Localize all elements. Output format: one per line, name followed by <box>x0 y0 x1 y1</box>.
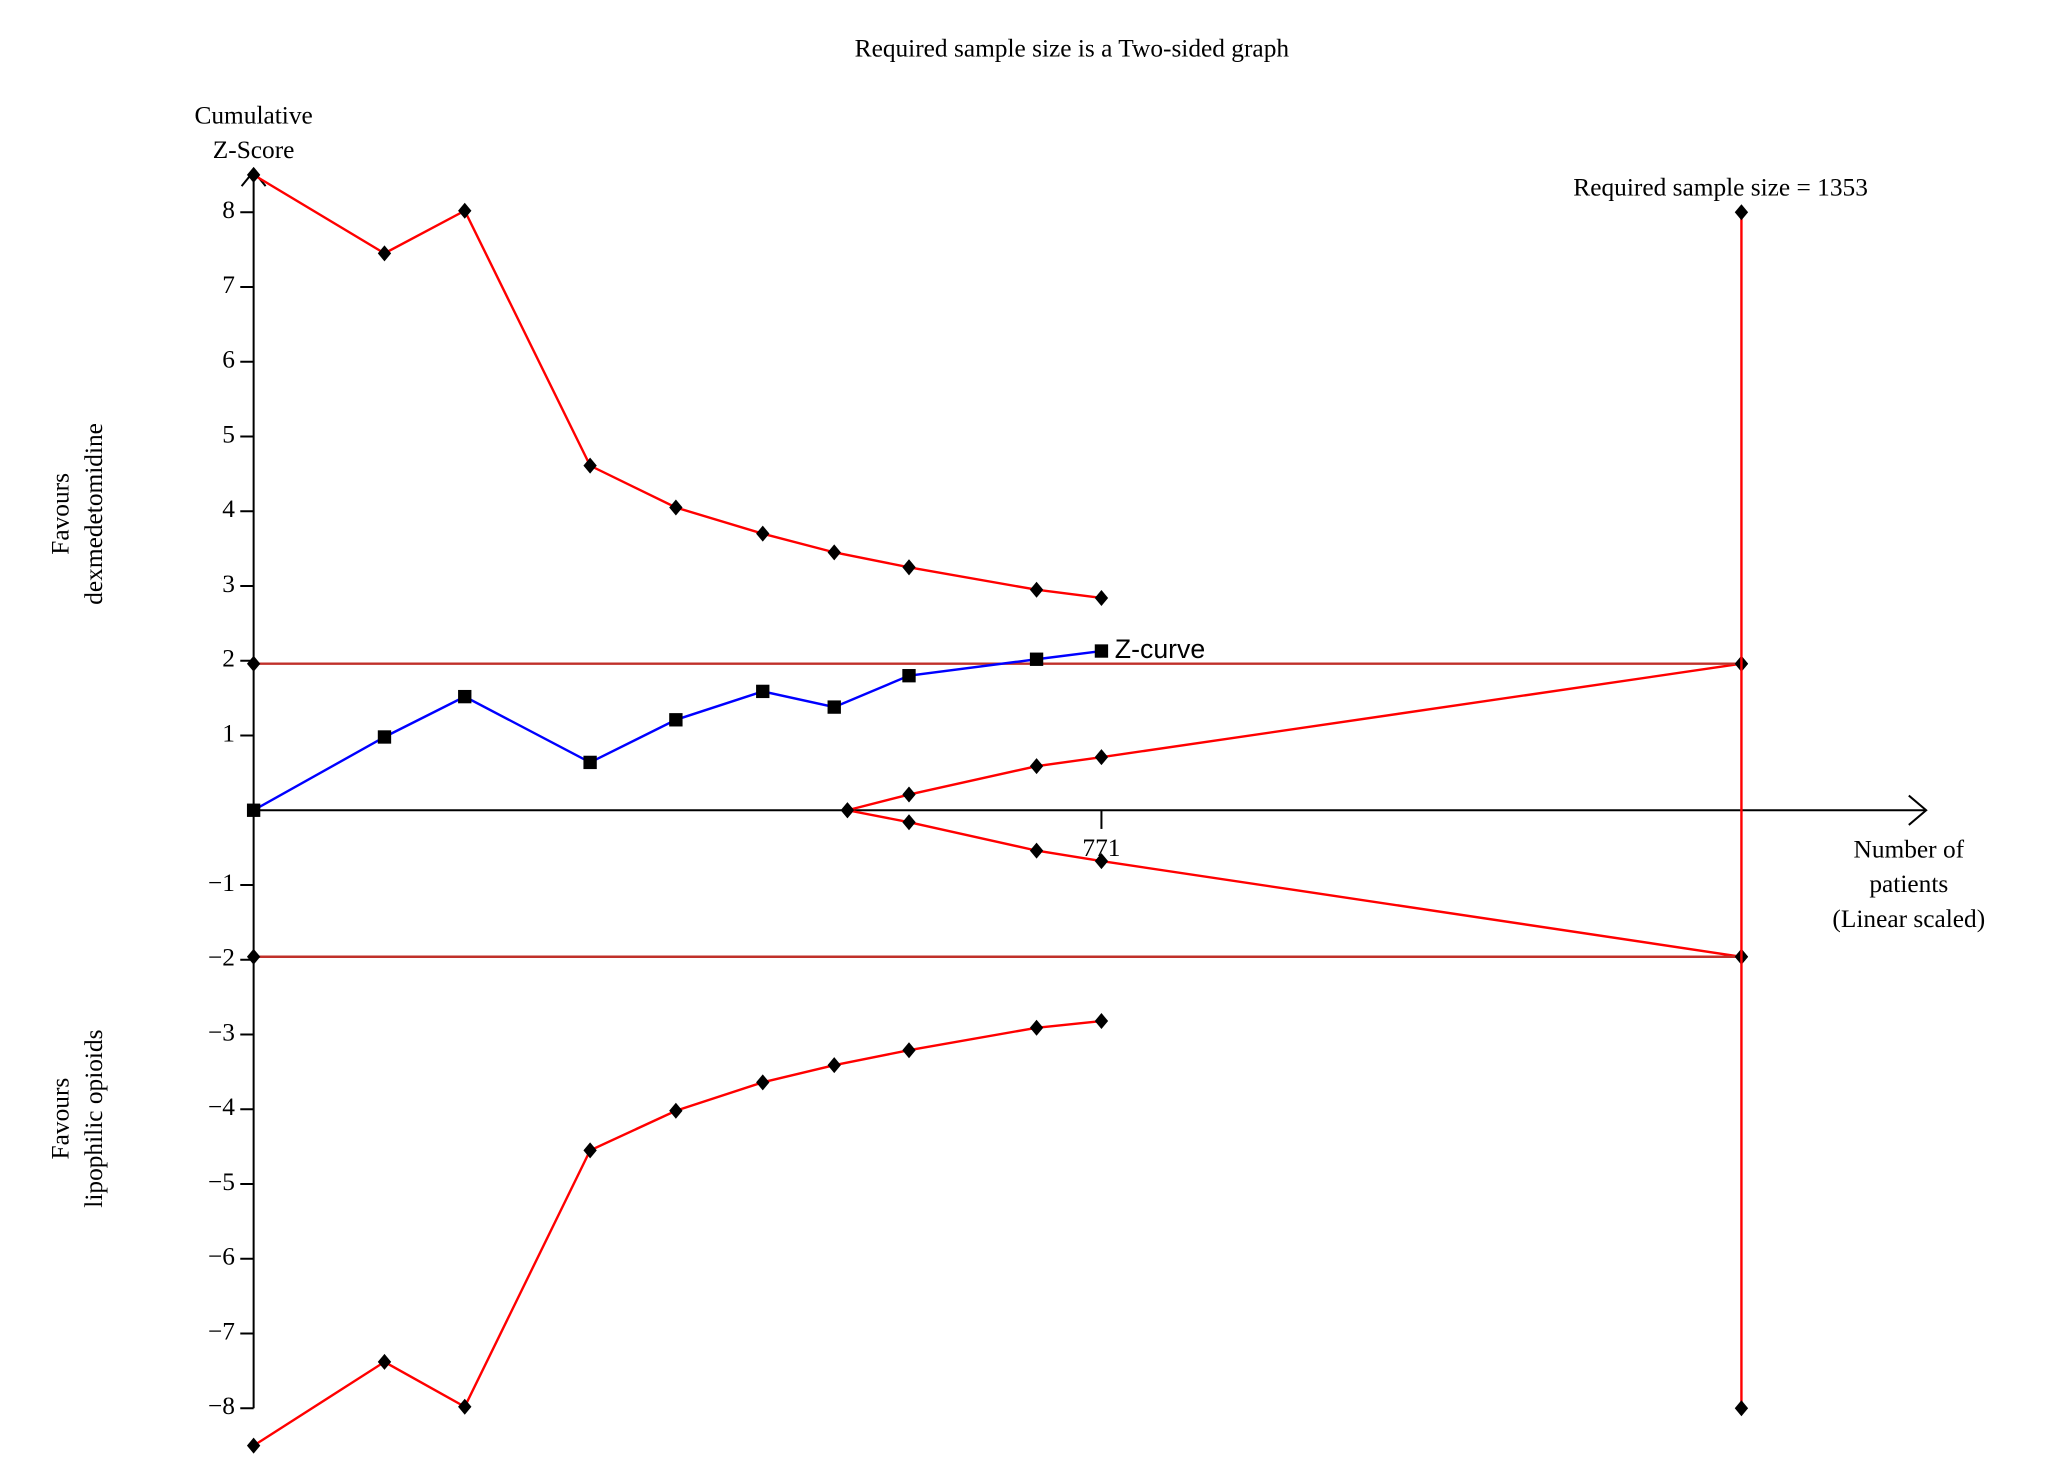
point <box>1094 1013 1109 1030</box>
y-tick-label: −2 <box>208 944 235 972</box>
point <box>756 684 770 699</box>
point <box>246 948 261 965</box>
y-tick-label: 1 <box>222 719 235 747</box>
y-tick-label: −4 <box>208 1093 235 1121</box>
point <box>583 1142 597 1159</box>
point <box>583 755 597 770</box>
point <box>1029 581 1044 598</box>
series-line <box>253 173 1102 600</box>
point <box>1094 749 1109 766</box>
chart-title: Required sample size is a Two-sided grap… <box>855 35 1290 63</box>
series-line <box>253 649 1102 812</box>
x-axis-label: patients <box>1869 870 1948 898</box>
favours-label: lipophilic opioids <box>80 1029 108 1207</box>
point <box>246 166 261 183</box>
point <box>827 1057 841 1074</box>
point <box>1029 652 1044 666</box>
x-axis-label: (Linear scaled) <box>1832 905 1985 933</box>
point <box>669 499 683 516</box>
y-tick-label: 2 <box>222 645 235 673</box>
y-tick-label: 6 <box>222 346 235 374</box>
y-axis-label: Cumulative <box>194 101 312 129</box>
point <box>669 1102 683 1119</box>
y-tick-label: −5 <box>208 1168 235 1196</box>
y-tick-label: −7 <box>208 1317 235 1345</box>
series-label: Z-curve <box>1115 634 1205 664</box>
point <box>246 803 261 817</box>
y-axis-label: Z-Score <box>213 136 295 164</box>
point <box>458 689 472 704</box>
point <box>377 245 392 262</box>
point <box>902 559 916 576</box>
point <box>458 202 472 219</box>
point <box>1734 204 1749 221</box>
y-tick-label: 5 <box>222 420 235 448</box>
point <box>902 669 916 683</box>
y-tick-label: −8 <box>208 1392 235 1420</box>
y-tick-label: 8 <box>222 196 235 224</box>
y-tick-label: 7 <box>222 271 235 299</box>
point <box>756 1074 770 1091</box>
y-tick-label: 3 <box>222 570 235 598</box>
point <box>458 1398 472 1415</box>
series-line <box>847 662 1742 812</box>
y-tick-label: −3 <box>208 1018 235 1046</box>
point <box>669 713 683 727</box>
point <box>1029 758 1044 775</box>
x-axis-arrow <box>1908 794 1928 826</box>
y-tick-label: −6 <box>208 1243 235 1271</box>
point <box>1734 1400 1749 1417</box>
favours-label: Favours <box>47 1078 75 1160</box>
point <box>1029 1019 1044 1036</box>
point <box>1029 842 1044 859</box>
favours-label: Favours <box>47 473 75 555</box>
point <box>1094 589 1109 606</box>
y-tick-label: 4 <box>222 495 235 523</box>
point <box>1094 853 1109 870</box>
point <box>840 802 855 819</box>
point <box>246 1437 261 1454</box>
point <box>377 1353 392 1370</box>
point <box>583 457 597 474</box>
point <box>902 1042 916 1059</box>
point <box>377 730 392 744</box>
point <box>827 700 841 714</box>
x-axis-label: Number of <box>1854 835 1965 863</box>
point <box>827 544 841 561</box>
point <box>246 655 261 672</box>
series-line <box>847 809 1742 958</box>
point <box>902 786 916 803</box>
series-line <box>252 1019 1102 1447</box>
annotation: Required sample size = 1353 <box>1573 173 1868 201</box>
point <box>1094 644 1109 658</box>
point <box>902 814 916 831</box>
y-tick-label: −1 <box>208 869 235 897</box>
favours-label: dexmedetomidine <box>80 423 108 605</box>
point <box>756 525 770 542</box>
